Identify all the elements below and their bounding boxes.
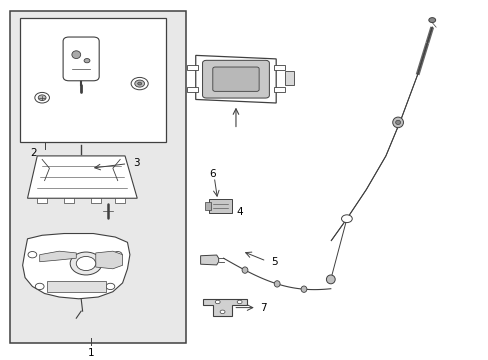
Ellipse shape bbox=[35, 93, 49, 103]
Bar bbox=[186, 87, 197, 92]
Bar bbox=[47, 281, 105, 292]
FancyBboxPatch shape bbox=[208, 199, 232, 213]
Bar bbox=[10, 11, 185, 343]
Ellipse shape bbox=[72, 51, 81, 59]
Bar bbox=[37, 198, 47, 203]
Polygon shape bbox=[22, 234, 130, 299]
Ellipse shape bbox=[326, 275, 334, 284]
Polygon shape bbox=[203, 299, 246, 316]
Polygon shape bbox=[27, 156, 137, 198]
Ellipse shape bbox=[395, 120, 400, 125]
Ellipse shape bbox=[220, 310, 224, 314]
Bar bbox=[91, 198, 101, 203]
Ellipse shape bbox=[392, 117, 403, 128]
Bar bbox=[274, 65, 285, 70]
Text: 6: 6 bbox=[209, 168, 216, 179]
Ellipse shape bbox=[135, 80, 144, 87]
FancyBboxPatch shape bbox=[212, 67, 259, 91]
Ellipse shape bbox=[215, 300, 220, 304]
Bar bbox=[205, 202, 211, 210]
Ellipse shape bbox=[301, 286, 306, 292]
Bar bbox=[186, 65, 197, 70]
FancyBboxPatch shape bbox=[63, 37, 99, 81]
Ellipse shape bbox=[131, 77, 148, 90]
Ellipse shape bbox=[76, 256, 96, 271]
Polygon shape bbox=[40, 251, 76, 262]
Ellipse shape bbox=[38, 95, 46, 100]
Bar bbox=[64, 198, 74, 203]
Text: 1: 1 bbox=[87, 348, 94, 358]
Text: 3: 3 bbox=[133, 158, 140, 168]
Ellipse shape bbox=[113, 252, 122, 258]
Text: 7: 7 bbox=[260, 303, 266, 312]
Ellipse shape bbox=[341, 215, 351, 222]
Bar bbox=[115, 198, 125, 203]
Polygon shape bbox=[195, 55, 276, 103]
Text: 5: 5 bbox=[271, 257, 277, 267]
Text: 4: 4 bbox=[236, 207, 243, 217]
Polygon shape bbox=[96, 251, 122, 269]
Ellipse shape bbox=[106, 283, 115, 289]
Polygon shape bbox=[200, 255, 218, 265]
Ellipse shape bbox=[274, 281, 280, 287]
Ellipse shape bbox=[70, 252, 102, 275]
Bar bbox=[274, 87, 285, 92]
Ellipse shape bbox=[84, 59, 90, 63]
Bar bbox=[285, 71, 293, 85]
Ellipse shape bbox=[428, 18, 435, 23]
Ellipse shape bbox=[242, 267, 247, 273]
Ellipse shape bbox=[28, 252, 37, 258]
Text: 2: 2 bbox=[30, 148, 37, 158]
Bar bbox=[20, 18, 166, 142]
Ellipse shape bbox=[35, 283, 44, 289]
Ellipse shape bbox=[138, 82, 142, 85]
Ellipse shape bbox=[237, 300, 242, 304]
FancyBboxPatch shape bbox=[202, 60, 269, 98]
